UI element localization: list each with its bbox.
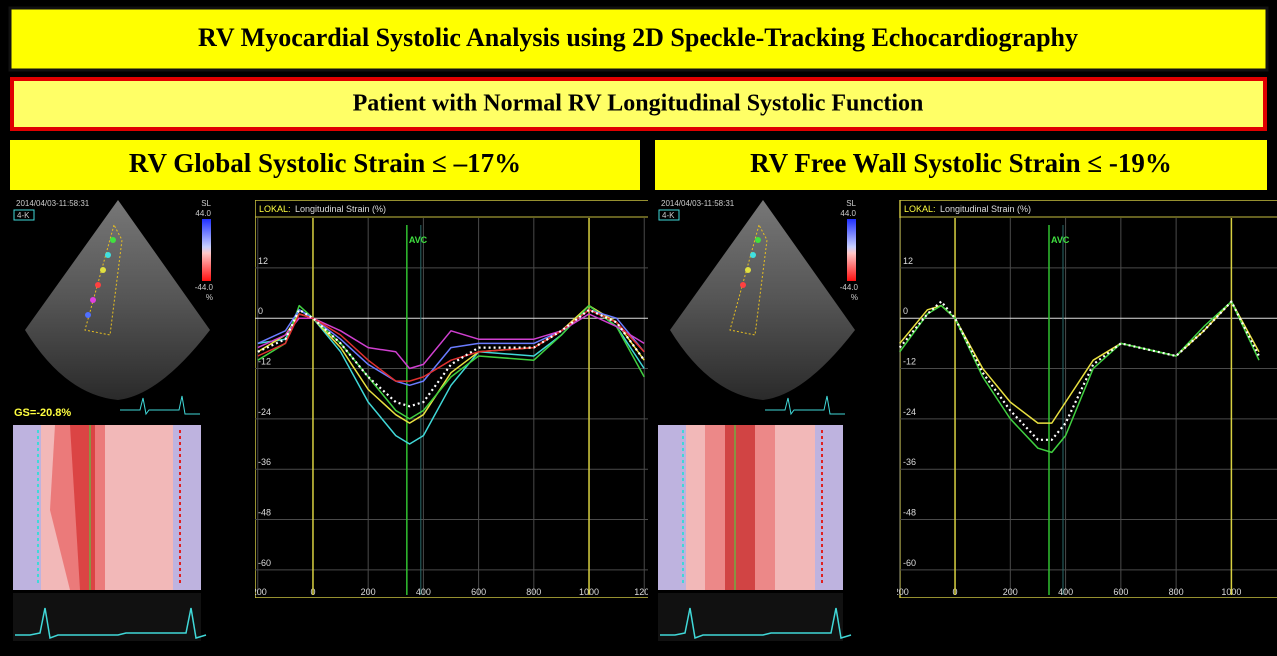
tracking-point bbox=[740, 282, 746, 288]
x-tick-label: 200 bbox=[1003, 587, 1018, 597]
x-tick-label: 400 bbox=[416, 587, 431, 597]
subtitle: Patient with Normal RV Longitudinal Syst… bbox=[353, 91, 924, 117]
title: RV Myocardial Systolic Analysis using 2D… bbox=[198, 23, 1078, 52]
avc-label: AVC bbox=[409, 235, 428, 245]
scale-unit: % bbox=[206, 293, 213, 302]
timestamp: 2014/04/03-11:58:31 bbox=[16, 199, 90, 208]
global-strain-label: GS=-20.8% bbox=[14, 407, 71, 419]
y-tick-label: -36 bbox=[903, 457, 916, 467]
mmode bbox=[13, 425, 201, 590]
tracking-point bbox=[105, 252, 111, 258]
chart-frame bbox=[255, 200, 655, 598]
mmode-band bbox=[658, 425, 686, 590]
x-tick-label: 1200 bbox=[634, 587, 654, 597]
tracking-point bbox=[110, 237, 116, 243]
tracking-point bbox=[95, 282, 101, 288]
page: RV Myocardial Systolic Analysis using 2D… bbox=[0, 0, 1277, 656]
y-tick-label: -48 bbox=[903, 508, 916, 518]
ecg-trace bbox=[255, 598, 655, 635]
y-tick-label: -60 bbox=[903, 558, 916, 568]
scale-label: SL bbox=[846, 199, 856, 208]
x-tick-label: 800 bbox=[1169, 587, 1184, 597]
tracking-point bbox=[85, 312, 91, 318]
scale-max: 44.0 bbox=[840, 209, 856, 218]
chart: LOKAL:Longitudinal Strain (%)120-12-24-3… bbox=[249, 200, 655, 598]
ecg-trace bbox=[900, 598, 1277, 635]
y-tick-label: 12 bbox=[903, 256, 913, 266]
color-scale bbox=[202, 219, 211, 281]
y-tick-label: -12 bbox=[903, 357, 916, 367]
figure: RV Myocardial Systolic Analysis using 2D… bbox=[0, 0, 1277, 656]
chart-frame bbox=[900, 200, 1277, 598]
scale-max: 44.0 bbox=[195, 209, 211, 218]
x-tick-label: 800 bbox=[526, 587, 541, 597]
x-tick-label: -200 bbox=[249, 587, 267, 597]
scale-unit: % bbox=[851, 293, 858, 302]
view-label: 4-K bbox=[17, 211, 30, 220]
y-tick-label: -60 bbox=[258, 558, 271, 568]
mmode-band bbox=[173, 425, 201, 590]
chart: LOKAL: Longitudinal Strain (%) 12 0 -12 -24 -3… bbox=[891, 200, 1277, 598]
x-tick-label: 600 bbox=[471, 587, 486, 597]
x-tick-label: 400 bbox=[1058, 587, 1073, 597]
chart-label: LOKAL: bbox=[259, 204, 291, 214]
scale-label: SL bbox=[201, 199, 211, 208]
tracking-point bbox=[90, 297, 96, 303]
panel-header: RV Free Wall Systolic Strain ≤ -19% bbox=[750, 148, 1172, 178]
tracking-point bbox=[750, 252, 756, 258]
chart-title: Longitudinal Strain (%) bbox=[295, 204, 386, 214]
y-tick-label: 12 bbox=[258, 256, 268, 266]
y-tick-label: -48 bbox=[258, 508, 271, 518]
y-tick-label: 0 bbox=[903, 306, 908, 316]
avc-label: AVC bbox=[1051, 235, 1070, 245]
ecg-panel bbox=[13, 593, 201, 641]
tracking-point bbox=[755, 237, 761, 243]
mmode-band bbox=[13, 425, 41, 590]
y-tick-label: -36 bbox=[258, 457, 271, 467]
tracking-point bbox=[100, 267, 106, 273]
scale-min: -44.0 bbox=[840, 283, 859, 292]
view-label: 4-K bbox=[662, 211, 675, 220]
chart-label: LOKAL: bbox=[904, 204, 936, 214]
mmode-band bbox=[725, 425, 755, 590]
y-tick-label: 0 bbox=[258, 306, 263, 316]
chart-title: Longitudinal Strain (%) bbox=[940, 204, 1031, 214]
mmode-band bbox=[815, 425, 843, 590]
ecg-panel bbox=[658, 593, 843, 641]
panel-header: RV Global Systolic Strain ≤ –17% bbox=[129, 148, 521, 178]
y-tick-label: -24 bbox=[903, 407, 916, 417]
x-tick-label: -200 bbox=[891, 587, 909, 597]
y-tick-label: -24 bbox=[258, 407, 271, 417]
x-tick-label: 200 bbox=[361, 587, 376, 597]
scale-min: -44.0 bbox=[195, 283, 214, 292]
tracking-point bbox=[745, 267, 751, 273]
color-scale bbox=[847, 219, 856, 281]
x-tick-label: 600 bbox=[1113, 587, 1128, 597]
timestamp: 2014/04/03-11:58:31 bbox=[661, 199, 735, 208]
